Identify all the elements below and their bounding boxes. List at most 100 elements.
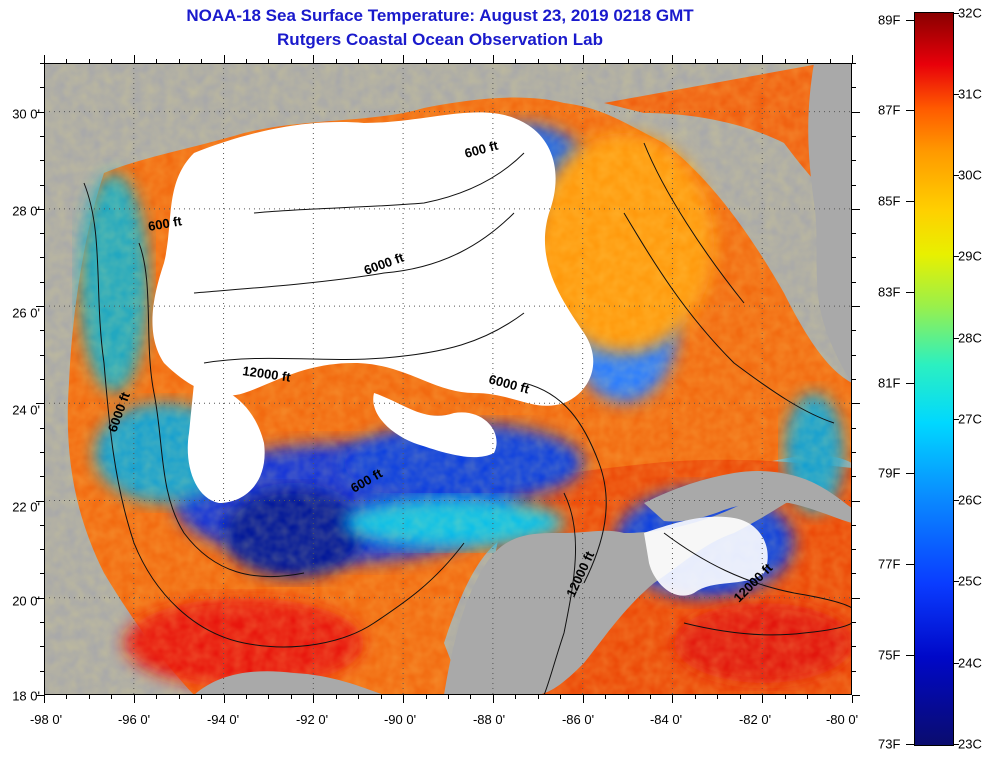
axis-tick [44, 55, 45, 63]
axis-tick [717, 59, 719, 63]
axis-tick [852, 427, 856, 429]
axis-tick [313, 55, 315, 63]
colorbar-f-label: 73F [878, 736, 901, 752]
axis-tick [40, 379, 44, 380]
axis-tick [403, 695, 405, 703]
axis-tick [605, 695, 607, 699]
colorbar-tick [953, 175, 959, 176]
axis-tick [111, 695, 113, 699]
axis-tick [290, 59, 292, 63]
bathymetry-contours [83, 142, 852, 695]
axis-tick [223, 55, 225, 63]
axis-tick [852, 646, 856, 648]
axis-tick [852, 160, 856, 162]
axis-tick [246, 59, 247, 63]
axis-tick [852, 573, 856, 575]
axis-tick [66, 695, 68, 699]
axis-tick [582, 695, 584, 703]
map-title: NOAA-18 Sea Surface Temperature: August … [186, 6, 694, 25]
colorbar-tick [906, 564, 914, 565]
axis-tick [537, 59, 539, 63]
axis-tick [40, 184, 44, 186]
lat-label: 24 0' [12, 402, 40, 418]
axis-tick [36, 111, 44, 113]
axis-tick [246, 695, 247, 699]
axis-tick [650, 695, 651, 699]
colorbar-tick [906, 383, 914, 384]
colorbar-f-label: 89F [878, 12, 901, 28]
axis-tick [40, 257, 44, 259]
axis-tick [335, 59, 337, 63]
cloud-cover-west [187, 383, 265, 503]
colorbar-c-label: 24C [958, 655, 982, 671]
axis-tick [650, 59, 651, 63]
axis-tick [829, 59, 831, 63]
axis-tick [470, 695, 472, 699]
axis-tick [313, 695, 315, 703]
mexico-land-south [194, 671, 384, 695]
axis-tick [36, 403, 44, 405]
axis-tick [852, 87, 856, 89]
axis-tick [852, 354, 856, 356]
lon-label: -92 0' [295, 712, 329, 727]
axis-tick [425, 695, 427, 699]
lon-label: -96 0' [117, 712, 151, 727]
axis-tick [40, 573, 44, 575]
axis-tick [290, 695, 292, 699]
axis-tick [852, 695, 860, 696]
axis-tick [36, 695, 44, 696]
lat-label: 28 0' [12, 203, 40, 219]
colorbar-c-label: 23C [958, 736, 982, 752]
axis-tick [40, 354, 44, 356]
axis-tick [133, 55, 135, 63]
axis-tick [88, 695, 90, 699]
axis-tick [515, 59, 517, 63]
axis-tick [36, 208, 44, 210]
axis-tick [672, 695, 674, 703]
axis-tick [40, 646, 44, 648]
axis-tick [201, 695, 203, 699]
axis-tick [807, 695, 809, 699]
colorbar-tick [953, 744, 959, 745]
axis-tick [40, 451, 44, 453]
map-subtitle: Rutgers Coastal Ocean Observation Lab [277, 30, 603, 49]
axis-tick [380, 59, 382, 63]
colorbar-c-label: 27C [958, 411, 982, 427]
axis-tick [852, 524, 856, 526]
axis-tick [40, 330, 44, 332]
colorbar-f-label: 75F [878, 647, 901, 663]
axis-tick [201, 59, 203, 63]
axis-tick [40, 427, 44, 429]
cloud-cover-east [373, 393, 497, 458]
axis-tick [852, 476, 856, 478]
axis-tick [560, 695, 562, 699]
cloud-cover-main [152, 112, 594, 406]
axis-tick [829, 695, 831, 699]
axis-tick [582, 55, 584, 63]
axis-tick [739, 695, 741, 699]
axis-tick [40, 87, 44, 89]
colorbar-tick [953, 94, 959, 95]
axis-tick [66, 59, 68, 63]
axis-tick [852, 597, 860, 599]
lat-label: 18 0' [12, 688, 40, 704]
axis-tick [560, 59, 562, 63]
axis-tick [88, 59, 90, 63]
axis-tick [36, 500, 44, 502]
axis-tick [178, 59, 180, 63]
contour-label: 600 ft [147, 213, 184, 234]
map-frame [44, 63, 852, 695]
axis-tick [425, 59, 427, 63]
axis-tick [156, 695, 158, 699]
lon-label: -98 0' [29, 712, 63, 727]
lat-label: 20 0' [12, 593, 40, 609]
axis-tick [40, 476, 44, 478]
axis-tick [36, 306, 44, 308]
axis-tick [40, 281, 44, 283]
lon-label: -80 0' [825, 712, 859, 727]
axis-tick [40, 233, 44, 235]
axis-tick [852, 257, 856, 259]
axis-tick [784, 695, 786, 699]
colorbar-tick [906, 201, 914, 202]
axis-tick [852, 622, 856, 624]
